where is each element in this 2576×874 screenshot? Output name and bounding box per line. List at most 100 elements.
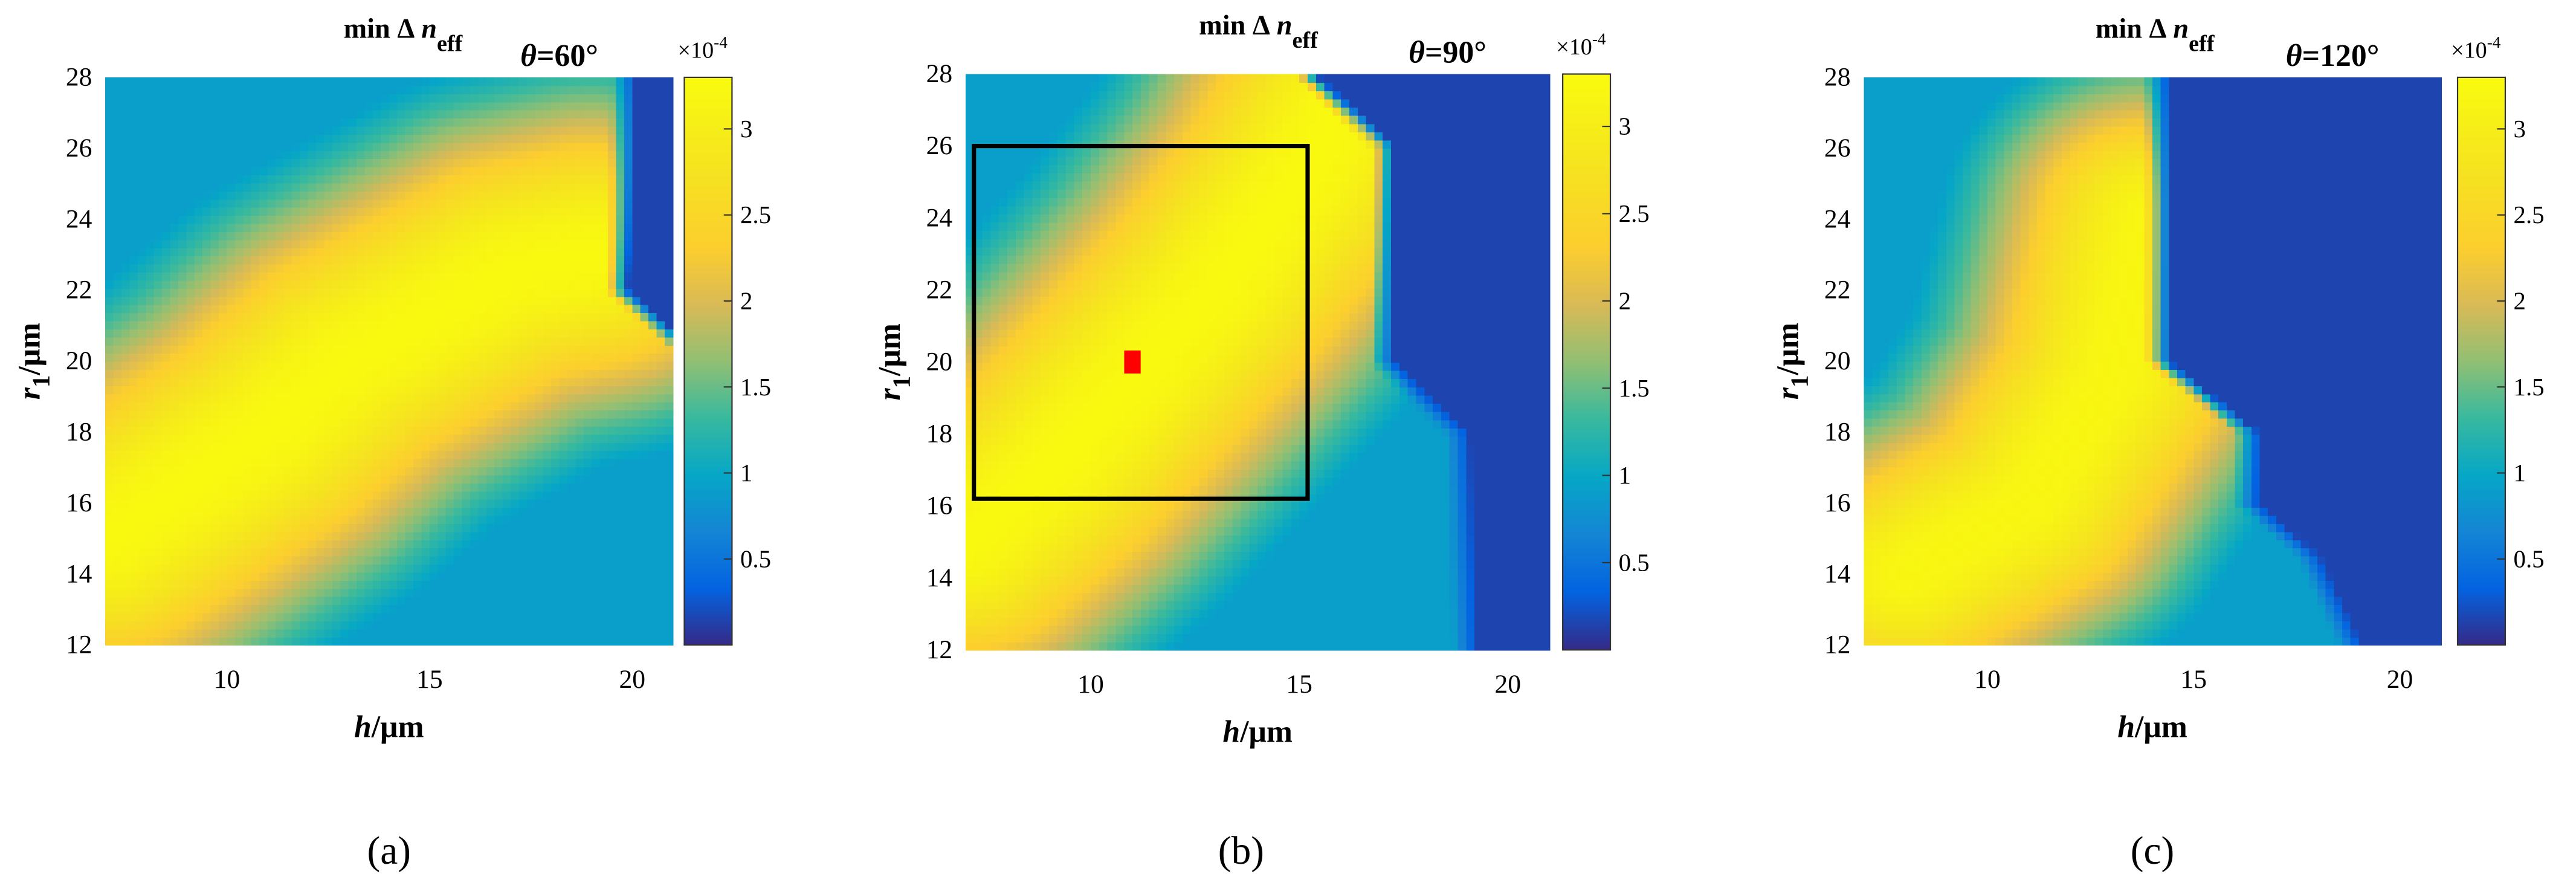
heatmap-cell bbox=[502, 458, 512, 468]
heatmap-cell bbox=[275, 531, 285, 540]
heatmap-cell bbox=[511, 231, 520, 241]
heatmap-cell bbox=[243, 434, 252, 443]
heatmap-cell bbox=[316, 223, 325, 232]
heatmap-cell bbox=[227, 442, 236, 452]
heatmap-cell bbox=[243, 507, 252, 516]
heatmap-cell bbox=[113, 280, 123, 289]
heatmap-cell bbox=[340, 410, 349, 419]
heatmap-cell bbox=[494, 231, 503, 241]
heatmap-cell bbox=[511, 239, 520, 248]
heatmap-cell bbox=[308, 491, 317, 500]
heatmap-cell bbox=[210, 426, 220, 435]
heatmap-cell bbox=[372, 369, 382, 378]
heatmap-cell bbox=[640, 264, 650, 273]
heatmap-cell bbox=[470, 320, 479, 329]
heatmap-cell bbox=[664, 239, 674, 248]
heatmap-cell bbox=[348, 572, 358, 581]
heatmap-cell bbox=[357, 337, 366, 346]
heatmap-cell bbox=[454, 215, 463, 224]
heatmap-cell bbox=[372, 264, 382, 273]
heatmap-cell bbox=[405, 572, 415, 581]
heatmap-cell bbox=[965, 575, 975, 585]
heatmap-cell bbox=[575, 223, 584, 232]
heatmap-cell bbox=[421, 555, 430, 565]
heatmap-cell bbox=[567, 548, 576, 557]
heatmap-cell bbox=[478, 304, 487, 314]
heatmap-cell bbox=[599, 620, 609, 630]
heatmap-cell bbox=[234, 296, 244, 305]
heatmap-cell bbox=[121, 320, 131, 329]
heatmap-cell bbox=[300, 85, 309, 94]
heatmap-cell bbox=[170, 296, 179, 305]
heatmap-cell bbox=[202, 247, 211, 257]
heatmap-cell bbox=[316, 337, 325, 346]
heatmap-cell bbox=[551, 102, 560, 111]
heatmap-cell bbox=[421, 636, 430, 646]
heatmap-cell bbox=[146, 418, 155, 427]
heatmap-cell bbox=[146, 337, 155, 346]
heatmap-cell bbox=[616, 369, 625, 378]
heatmap-cell bbox=[372, 271, 382, 281]
heatmap-cell bbox=[372, 247, 382, 257]
heatmap-cell bbox=[454, 612, 463, 621]
heatmap-cell bbox=[478, 183, 487, 192]
heatmap-cell bbox=[502, 190, 512, 200]
heatmap-cell bbox=[429, 239, 439, 248]
heatmap-cell bbox=[397, 296, 406, 305]
heatmap-cell bbox=[608, 158, 617, 167]
heatmap-cell bbox=[381, 337, 390, 346]
heatmap-cell bbox=[178, 264, 187, 273]
heatmap-cell bbox=[575, 629, 584, 638]
heatmap-cell bbox=[567, 385, 576, 395]
heatmap-cell bbox=[219, 312, 228, 322]
heatmap-cell bbox=[357, 345, 366, 354]
heatmap-cell bbox=[137, 507, 147, 516]
heatmap-cell bbox=[234, 215, 244, 224]
heatmap-cell bbox=[275, 450, 285, 459]
heatmap-cell bbox=[429, 548, 439, 557]
heatmap-cell bbox=[397, 612, 406, 621]
heatmap-cell bbox=[405, 328, 415, 338]
heatmap-cell bbox=[210, 450, 220, 459]
heatmap-cell bbox=[511, 555, 520, 565]
heatmap-cell bbox=[283, 515, 292, 524]
heatmap-cell bbox=[486, 183, 496, 192]
heatmap-cell bbox=[348, 166, 358, 176]
heatmap-cell bbox=[421, 580, 430, 589]
heatmap-cell bbox=[429, 247, 439, 257]
heatmap-cell bbox=[511, 247, 520, 257]
heatmap-cell bbox=[332, 491, 341, 500]
heatmap-cell bbox=[502, 393, 512, 403]
heatmap-cell bbox=[210, 572, 220, 581]
heatmap-cell bbox=[251, 418, 260, 427]
heatmap-cell bbox=[153, 337, 163, 346]
heatmap-cell bbox=[162, 385, 171, 395]
heatmap-cell bbox=[632, 580, 641, 589]
heatmap-cell bbox=[178, 158, 187, 167]
heatmap-cell bbox=[300, 77, 309, 86]
heatmap-cell bbox=[429, 450, 439, 459]
heatmap-cell bbox=[267, 515, 277, 524]
heatmap-cell bbox=[300, 563, 309, 573]
heatmap-cell bbox=[445, 385, 455, 395]
heatmap-cell bbox=[664, 361, 674, 371]
heatmap-cell bbox=[219, 345, 228, 354]
heatmap-cell bbox=[202, 288, 211, 297]
heatmap-cell bbox=[616, 345, 625, 354]
heatmap-cell bbox=[648, 118, 657, 127]
heatmap-cell bbox=[178, 296, 187, 305]
heatmap-cell bbox=[129, 548, 138, 557]
heatmap-cell bbox=[616, 515, 625, 524]
heatmap-cell bbox=[583, 158, 593, 167]
heatmap-cell bbox=[486, 174, 496, 184]
heatmap-cell bbox=[308, 572, 317, 581]
heatmap-cell bbox=[599, 596, 609, 606]
heatmap-cell bbox=[405, 410, 415, 419]
heatmap-cell bbox=[397, 239, 406, 248]
heatmap-cell bbox=[113, 418, 123, 427]
heatmap-cell bbox=[559, 548, 569, 557]
heatmap-cell bbox=[291, 491, 301, 500]
heatmap-cell bbox=[551, 588, 560, 597]
heatmap-cell bbox=[364, 247, 374, 257]
heatmap-cell bbox=[559, 142, 569, 151]
